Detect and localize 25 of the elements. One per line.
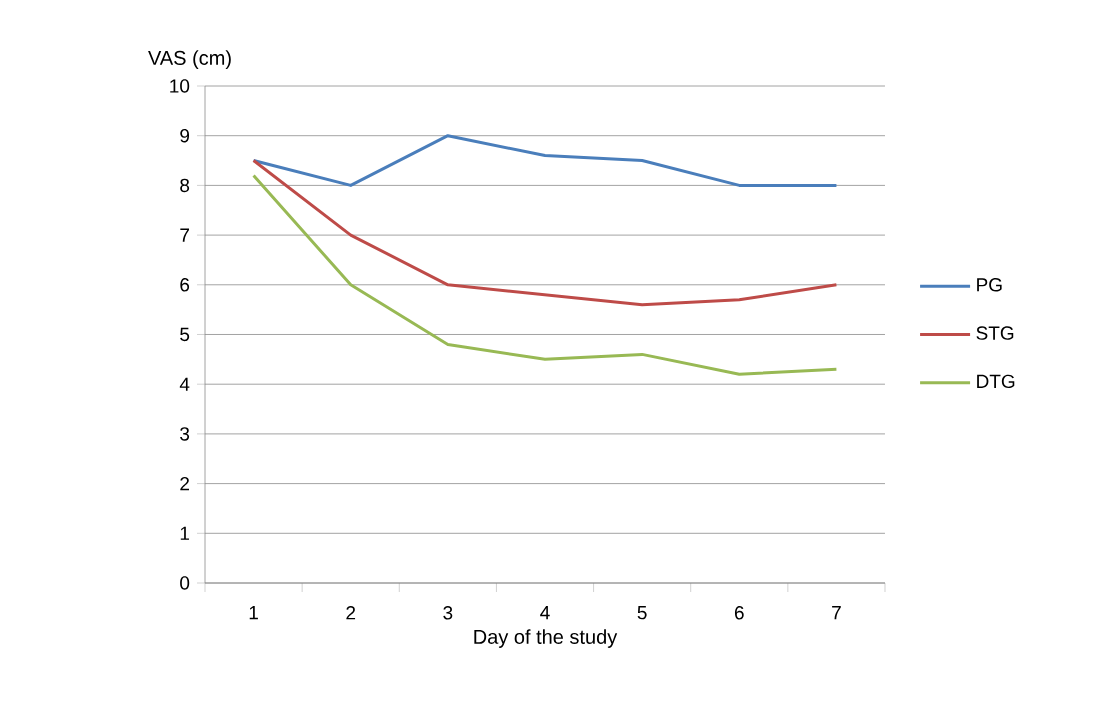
line-series [252,173,838,376]
x-tick-label: 7 [832,606,841,620]
x-tick-label: 6 [734,606,744,620]
y-tick-label: 7 [180,228,189,242]
y-tick-label: 5 [180,327,190,342]
y-tick-label: 4 [179,377,190,391]
y-tick-label: 10 [170,79,190,93]
x-tick-label: 5 [637,606,647,620]
line-series [252,134,838,187]
y-tick-label: 9 [180,128,190,143]
legend-label: PG [977,278,1002,292]
x-axis-title: Day of the study [474,629,618,648]
y-tick-label: 6 [180,278,190,292]
y-tick-label: 0 [180,576,190,590]
y-tick-label: 8 [180,178,190,193]
x-tick-label: 2 [346,606,356,620]
legend-label: STG [976,326,1014,340]
x-tick-label: 1 [249,606,258,620]
y-tick-label: 1 [180,526,189,540]
y-tick-label: 3 [180,427,190,441]
x-tick-label: 4 [540,606,550,620]
y-axis-title: VAS (cm) [148,50,231,69]
x-tick-label: 3 [443,606,453,620]
y-tick-label: 2 [180,476,189,491]
legend-label: DTG [977,374,1015,389]
